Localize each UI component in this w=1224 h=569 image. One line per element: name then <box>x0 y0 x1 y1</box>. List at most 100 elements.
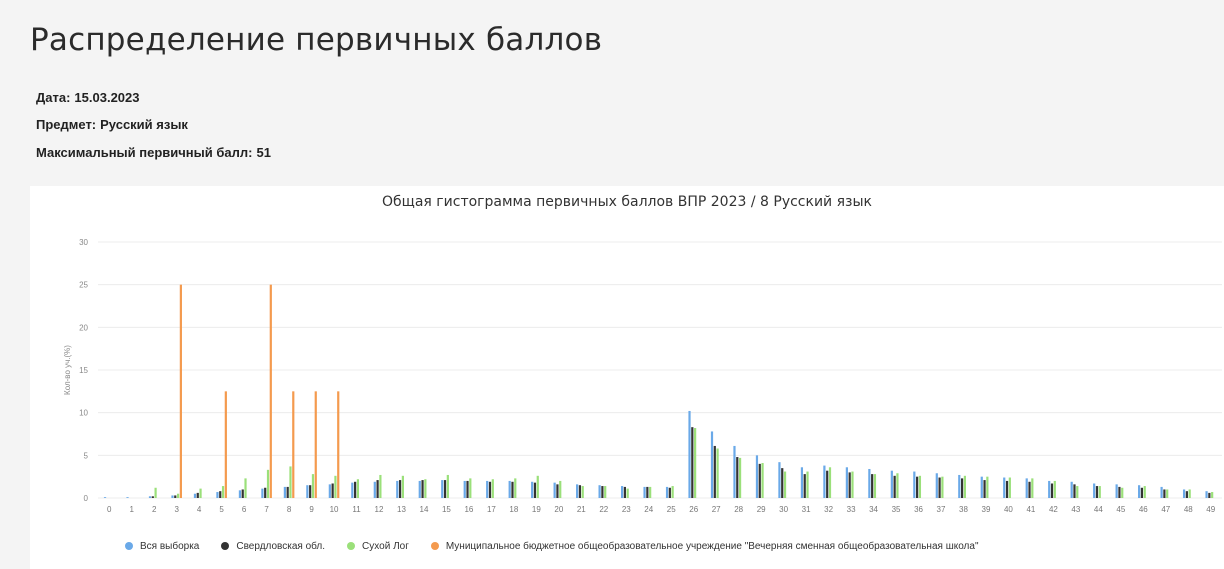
bar <box>376 480 379 498</box>
x-tick-label: 18 <box>509 505 518 514</box>
x-tick-label: 3 <box>174 505 179 514</box>
bar <box>401 475 404 498</box>
bar <box>980 476 983 498</box>
y-tick-label: 15 <box>79 366 88 375</box>
histogram-card: Общая гистограмма первичных баллов ВПР 2… <box>30 186 1224 569</box>
chart-legend: Вся выборка Свердловская обл. Сухой Лог Мун… <box>125 538 1001 554</box>
x-tick-label: 16 <box>464 505 473 514</box>
bar <box>1143 486 1146 498</box>
bar <box>646 486 649 498</box>
x-tick-label: 25 <box>667 505 676 514</box>
bar <box>311 474 315 498</box>
x-tick-label: 20 <box>554 505 563 514</box>
bar <box>244 478 247 498</box>
legend-label: Свердловская обл. <box>236 540 326 552</box>
x-tick-label: 13 <box>397 505 406 514</box>
bar <box>1182 489 1186 498</box>
bar <box>151 496 154 498</box>
bar <box>694 428 697 498</box>
bar <box>176 493 180 498</box>
bar <box>1070 481 1073 498</box>
page-title: Распределение первичных баллов <box>30 22 603 58</box>
subject-row: Предмет: Русский язык <box>36 117 188 132</box>
bar <box>733 445 736 498</box>
x-tick-label: 21 <box>577 505 586 514</box>
bar <box>269 284 272 498</box>
bar <box>848 472 851 498</box>
x-tick-label: 12 <box>375 505 384 514</box>
x-tick-label: 39 <box>982 505 991 514</box>
bar <box>266 469 270 498</box>
bar <box>396 480 399 498</box>
bar <box>601 486 604 498</box>
x-tick-label: 15 <box>442 505 451 514</box>
bar <box>314 391 317 498</box>
legend-dot-icon <box>347 542 356 550</box>
date-value: 15.03.2023 <box>74 90 140 105</box>
bar <box>713 445 716 498</box>
y-tick-label: 20 <box>79 323 88 332</box>
x-tick-label: 46 <box>1139 505 1148 514</box>
bar <box>424 479 427 498</box>
date-row: Дата: 15.03.2023 <box>36 90 140 105</box>
x-tick-label: 37 <box>937 505 946 514</box>
bar <box>309 485 312 498</box>
max-score-label: Максимальный первичный балл: <box>36 145 253 160</box>
x-tick-label: 47 <box>1161 505 1170 514</box>
bar <box>736 457 739 498</box>
bar <box>941 476 944 498</box>
bar <box>623 486 626 498</box>
bar <box>643 486 646 498</box>
bar <box>1188 489 1191 498</box>
bar <box>1048 480 1051 498</box>
bar <box>604 486 607 498</box>
bar <box>668 487 671 498</box>
bar <box>1003 477 1006 498</box>
bar <box>581 486 584 498</box>
bar <box>710 431 714 498</box>
bar <box>963 475 966 498</box>
bar <box>938 477 941 498</box>
x-tick-label: 27 <box>712 505 721 514</box>
bar <box>1095 486 1099 498</box>
bar <box>351 482 354 498</box>
x-tick-label: 33 <box>847 505 856 514</box>
bar <box>469 478 472 498</box>
legend-item[interactable]: Сухой Лог <box>347 541 409 552</box>
bar <box>688 410 691 498</box>
x-tick-label: 26 <box>689 505 698 514</box>
bar <box>755 455 759 498</box>
bar <box>916 476 919 498</box>
bar <box>559 480 562 498</box>
bar <box>418 480 421 498</box>
bar <box>221 486 225 498</box>
bar <box>219 491 222 498</box>
bar <box>398 480 402 498</box>
legend-item[interactable]: Свердловская обл. <box>221 541 325 552</box>
x-tick-label: 38 <box>959 505 968 514</box>
y-axis-label: Кол-во уч.(%) <box>63 345 72 395</box>
legend-item[interactable]: Вся выборка <box>125 541 199 552</box>
bar <box>913 471 916 498</box>
bar <box>1005 480 1009 498</box>
bar <box>738 457 742 498</box>
bar <box>1166 489 1169 498</box>
x-tick-label: 49 <box>1206 505 1215 514</box>
bar <box>845 467 848 498</box>
bar <box>873 474 877 498</box>
bar <box>337 391 340 498</box>
bar <box>1185 491 1188 498</box>
x-tick-label: 28 <box>734 505 743 514</box>
bar <box>1008 477 1011 498</box>
legend-item[interactable]: Муниципальное бюджетное общеобразователь… <box>430 540 979 552</box>
x-tick-label: 45 <box>1116 505 1125 514</box>
bar <box>958 474 961 498</box>
legend-dot-icon <box>430 542 439 550</box>
bar <box>289 466 292 498</box>
bar <box>761 463 764 498</box>
bar <box>199 488 202 498</box>
bar <box>446 474 449 498</box>
bar <box>1093 483 1096 498</box>
bar <box>148 496 152 498</box>
legend-label: Муниципальное бюджетное общеобразователь… <box>445 540 979 552</box>
